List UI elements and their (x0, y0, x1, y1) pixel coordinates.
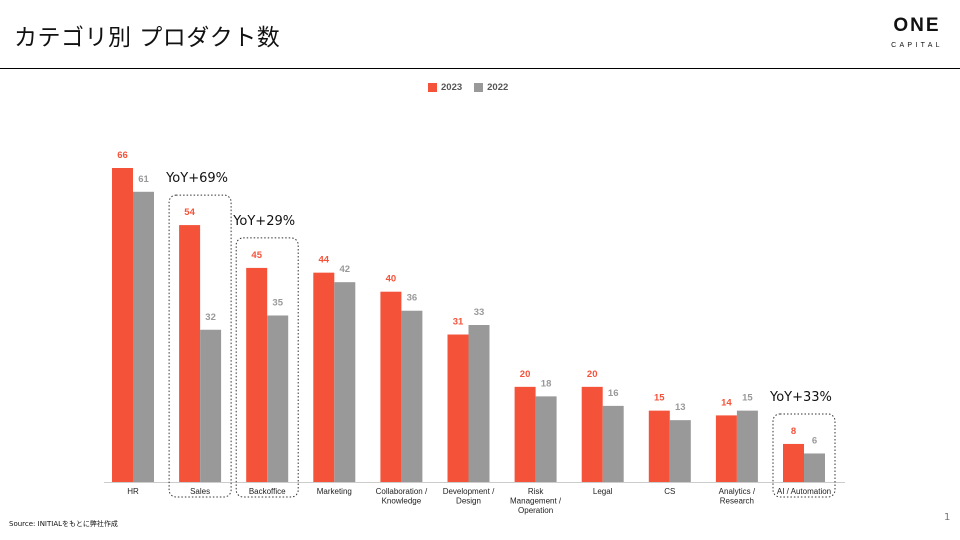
data-label-2023-risk-management-operation: 20 (520, 369, 531, 380)
data-label-2022-collaboration-knowledge: 36 (407, 293, 418, 304)
legend-swatch-2023 (428, 83, 437, 92)
data-label-2022-backoffice: 35 (272, 297, 283, 308)
legend-swatch-2022 (474, 83, 484, 92)
x-tick-label-ai-automation: AI / Automation (777, 487, 831, 496)
x-tick-label-hr: HR (127, 487, 139, 496)
data-label-2023-sales: 54 (184, 207, 195, 218)
legend-item-2022: 2022 (474, 82, 508, 93)
x-tick-label-marketing: Marketing (317, 487, 352, 496)
one-capital-logo: ONE CAPITAL (884, 15, 950, 50)
bar-2023-ai-automation (783, 443, 804, 482)
x-tick-label-development-design-line1: Development / (443, 487, 495, 496)
data-label-2023-cs: 15 (654, 393, 665, 404)
data-label-2023-ai-automation: 8 (791, 426, 796, 437)
x-tick-label-legal: Legal (593, 487, 613, 496)
data-label-2022-ai-automation: 6 (812, 435, 817, 446)
bar-2023-marketing (313, 272, 335, 482)
data-label-2022-legal: 16 (608, 388, 619, 399)
legend-label-2022: 2022 (487, 82, 509, 93)
data-label-2023-legal: 20 (587, 369, 598, 380)
highlight-box-sales (168, 194, 232, 498)
bar-2023-risk-management-operation (514, 386, 536, 482)
x-tick-label-collaboration-knowledge-line2: Knowledge (382, 497, 422, 506)
x-tick-label-development-design-line2: Design (456, 497, 481, 506)
bar-2023-analytics-research (715, 415, 737, 482)
x-tick-label-risk-management-operation-line1: Risk (528, 487, 545, 496)
data-label-2022-cs: 13 (675, 402, 686, 413)
data-label-2023-analytics-research: 14 (721, 397, 732, 408)
bar-2022-backoffice (267, 315, 289, 482)
bar-2023-sales (179, 225, 201, 482)
title-divider (0, 68, 960, 69)
slide-title: カテゴリ別 プロダクト数 (14, 25, 281, 51)
yoy-annotation-backoffice: YoY+29% (232, 214, 295, 229)
yoy-annotation-ai-automation: YoY+33% (769, 390, 832, 405)
bar-2022-development-design (468, 325, 490, 482)
data-label-2023-backoffice: 45 (251, 250, 262, 261)
x-tick-label-analytics-research-line2: Research (720, 497, 754, 506)
x-tick-label-risk-management-operation-line3: Operation (518, 506, 553, 515)
data-label-2023-collaboration-knowledge: 40 (386, 274, 397, 285)
data-label-2022-development-design: 33 (474, 307, 485, 318)
x-tick-label-sales: Sales (190, 487, 210, 496)
page-number: 1 (944, 512, 951, 523)
data-label-2022-analytics-research: 15 (742, 393, 753, 404)
data-label-2022-hr: 61 (138, 174, 149, 185)
logo-sub-text: CAPITAL (891, 42, 943, 49)
yoy-annotation-sales: YoY+69% (165, 171, 228, 186)
bar-2022-ai-automation (804, 453, 825, 482)
legend-item-2023: 2023 (428, 82, 462, 93)
bar-2023-backoffice (246, 267, 268, 482)
data-label-2023-hr: 66 (117, 150, 128, 161)
bar-2022-collaboration-knowledge (401, 310, 423, 482)
x-tick-label-risk-management-operation-line2: Management / (510, 497, 562, 506)
bar-2023-cs (648, 410, 670, 482)
x-tick-label-analytics-research-line1: Analytics / (719, 487, 756, 496)
bar-2022-marketing (334, 282, 356, 482)
bar-2023-legal (581, 386, 603, 482)
bar-2022-legal (602, 405, 624, 482)
bar-2022-cs (669, 420, 691, 482)
x-tick-label-collaboration-knowledge-line1: Collaboration / (376, 487, 428, 496)
highlight-box-ai-automation (772, 413, 836, 498)
logo-main-text: ONE (893, 15, 941, 36)
bar-2022-risk-management-operation (535, 396, 557, 482)
bar-2023-collaboration-knowledge (380, 291, 402, 482)
bar-2022-hr (133, 191, 154, 482)
data-label-2023-development-design: 31 (453, 317, 464, 328)
bar-2022-analytics-research (736, 410, 758, 482)
data-label-2022-sales: 32 (205, 312, 216, 323)
data-label-2022-risk-management-operation: 18 (541, 378, 552, 389)
x-tick-label-backoffice: Backoffice (249, 487, 286, 496)
data-label-2023-marketing: 44 (319, 255, 330, 266)
legend-label-2023: 2023 (441, 82, 463, 93)
x-tick-label-cs: CS (664, 487, 675, 496)
data-label-2022-marketing: 42 (340, 264, 351, 275)
bar-2022-sales (200, 329, 222, 482)
source-note: Source: INITIALをもとに弊社作成 (9, 520, 118, 528)
chart-legend: 2023 2022 (428, 82, 520, 93)
bar-2023-development-design (447, 334, 469, 482)
bar-2023-hr (112, 168, 133, 482)
